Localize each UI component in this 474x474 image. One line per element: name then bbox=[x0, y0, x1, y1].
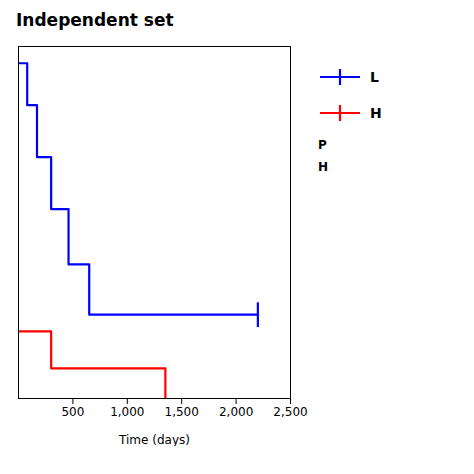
html-text:L: L bbox=[370, 69, 379, 85]
svg-text:2,000: 2,000 bbox=[219, 405, 253, 419]
html-text:H: H bbox=[370, 105, 382, 121]
svg-text:2,500: 2,500 bbox=[273, 405, 307, 419]
svg-text:1,000: 1,000 bbox=[110, 405, 144, 419]
svg-text:Time (days): Time (days) bbox=[118, 433, 190, 447]
svg-text:1,500: 1,500 bbox=[165, 405, 199, 419]
html-text:H: H bbox=[318, 160, 328, 174]
html-text:Independent set: Independent set bbox=[16, 10, 174, 30]
svg-text:500: 500 bbox=[61, 405, 84, 419]
html-text:P: P bbox=[318, 138, 327, 152]
